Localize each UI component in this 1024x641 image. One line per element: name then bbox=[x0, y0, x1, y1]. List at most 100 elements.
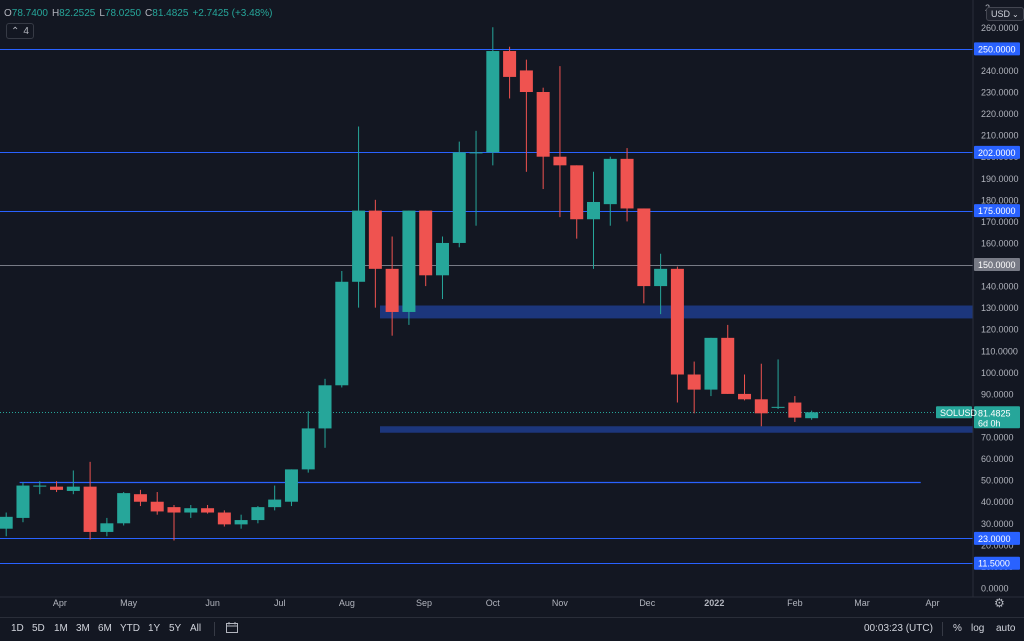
candle-body bbox=[368, 210, 382, 269]
candle-body bbox=[133, 494, 147, 502]
level-price-tag-label: 175.0000 bbox=[978, 206, 1016, 216]
candle-body bbox=[519, 70, 533, 93]
candle-body bbox=[419, 210, 433, 276]
high-value: 82.2525 bbox=[59, 7, 96, 19]
price-tick-label: 260.0000 bbox=[981, 23, 1019, 33]
candle-body bbox=[385, 268, 399, 312]
timeframe-1m[interactable]: 1M bbox=[54, 623, 68, 634]
utc-clock[interactable]: 00:03:23 (UTC) bbox=[864, 623, 933, 634]
candle-body bbox=[234, 520, 248, 525]
level-price-tag-label: 250.0000 bbox=[978, 44, 1016, 54]
price-tick-label: 90.0000 bbox=[981, 389, 1014, 399]
candle-body bbox=[100, 523, 114, 532]
high-key: H bbox=[51, 7, 60, 19]
timeframe-all[interactable]: All bbox=[190, 623, 202, 634]
currency-label: USD bbox=[991, 9, 1011, 19]
time-tick-label: Sep bbox=[416, 598, 432, 608]
candle-body bbox=[570, 165, 584, 220]
candle-body bbox=[771, 406, 785, 408]
level-price-tag bbox=[974, 145, 1020, 159]
candle-body bbox=[184, 508, 198, 513]
price-tick-label: 0.0000 bbox=[981, 584, 1009, 594]
percent-toggle[interactable]: % bbox=[953, 623, 962, 634]
price-tick-label: 60.0000 bbox=[981, 454, 1014, 464]
timeframe-5d[interactable]: 5D bbox=[32, 623, 45, 634]
chevron-up-icon: ⌃ bbox=[11, 25, 20, 37]
currency-button[interactable]: USD ⌄ bbox=[986, 7, 1024, 21]
time-tick-label: May bbox=[120, 598, 138, 608]
candle-body bbox=[301, 428, 315, 470]
price-tick-label: 30.0000 bbox=[981, 519, 1014, 529]
price-tick-label: 230.0000 bbox=[981, 88, 1019, 98]
auto-toggle[interactable]: auto bbox=[996, 623, 1016, 634]
time-tick-label: Apr bbox=[53, 598, 67, 608]
candle-body bbox=[603, 158, 617, 205]
level-price-tag bbox=[974, 531, 1020, 545]
candle-body bbox=[352, 210, 366, 282]
price-tick-label: 50.0000 bbox=[981, 476, 1014, 486]
timeframe-ytd[interactable]: YTD bbox=[120, 623, 140, 634]
candle-body bbox=[754, 399, 768, 414]
indicator-count: 4 bbox=[23, 25, 29, 37]
timeframe-5y[interactable]: 5Y bbox=[169, 623, 182, 634]
price-tick-label: 240.0000 bbox=[981, 66, 1019, 76]
price-tags-layer: 250.0000 202.0000 175.0000 150.0000 23.0000 1… bbox=[936, 42, 1020, 570]
candle-body bbox=[687, 374, 701, 390]
candle-body bbox=[33, 485, 47, 487]
candle-body bbox=[788, 402, 802, 418]
chevron-down-icon: ⌄ bbox=[1012, 9, 1019, 19]
price-tick-label: 210.0000 bbox=[981, 131, 1019, 141]
timeframe-1d[interactable]: 1D bbox=[11, 623, 24, 634]
low-value: 78.0250 bbox=[104, 7, 142, 19]
timeframe-1y[interactable]: 1Y bbox=[148, 623, 161, 634]
level-price-tag-label: 11.5000 bbox=[978, 559, 1010, 569]
candle-body bbox=[402, 210, 416, 312]
countdown-value: 6d 0h bbox=[978, 418, 1001, 428]
indicators-toggle[interactable]: ⌃ 4 bbox=[6, 23, 34, 39]
candle-body bbox=[435, 242, 449, 276]
level-price-tag bbox=[974, 258, 1020, 272]
candle-body bbox=[150, 501, 164, 512]
bottom-toolbar: 1D 5D 1M 3M 6M YTD 1Y 5Y All 00:03:23 (U… bbox=[0, 617, 1024, 641]
settings-gear-icon[interactable]: ⚙ bbox=[994, 596, 1005, 610]
candle-body bbox=[620, 158, 634, 209]
close-key: C bbox=[145, 7, 153, 19]
current-price-tag bbox=[974, 406, 1020, 429]
time-axis[interactable]: Apr May Jun Jul Aug Sep Oct Nov Dec 2022 Feb Mar Apr bbox=[53, 598, 940, 608]
candle-body bbox=[805, 412, 819, 419]
price-tick-label: 190.0000 bbox=[981, 174, 1019, 184]
price-tick-label: 110.0000 bbox=[981, 346, 1018, 356]
level-price-tag-label: 150.0000 bbox=[978, 260, 1016, 270]
candle-body bbox=[268, 499, 282, 508]
candle-body bbox=[335, 281, 349, 386]
price-chart[interactable]: 0.000010.000020.000030.000040.000050.000… bbox=[0, 0, 1024, 617]
time-tick-label: Nov bbox=[552, 598, 569, 608]
candle-body bbox=[704, 337, 718, 390]
candle-body bbox=[217, 512, 231, 525]
toolbar-divider bbox=[942, 622, 943, 636]
time-tick-label: Jun bbox=[205, 598, 220, 608]
level-price-tag bbox=[974, 204, 1020, 218]
level-price-tag bbox=[974, 42, 1020, 56]
time-tick-label: Mar bbox=[854, 598, 870, 608]
candle-body bbox=[536, 92, 550, 157]
time-tick-label: Oct bbox=[486, 598, 501, 608]
timeframe-3m[interactable]: 3M bbox=[76, 623, 90, 634]
log-toggle[interactable]: log bbox=[971, 623, 985, 634]
time-tick-label: Dec bbox=[639, 598, 656, 608]
price-tick-label: 160.0000 bbox=[981, 238, 1019, 248]
level-price-tag bbox=[974, 556, 1020, 570]
time-tick-label: Jul bbox=[274, 598, 286, 608]
candle-body bbox=[553, 156, 567, 166]
symbol-tag-label: SOLUSD bbox=[940, 408, 978, 418]
open-key: O bbox=[4, 7, 12, 19]
current-price-value: 81.4825 bbox=[978, 408, 1011, 418]
goto-date-icon[interactable] bbox=[226, 622, 238, 633]
price-tick-label: 130.0000 bbox=[981, 303, 1019, 313]
candle-body bbox=[16, 485, 30, 518]
candle-body bbox=[637, 208, 651, 287]
timeframe-6m[interactable]: 6M bbox=[98, 623, 112, 634]
price-tick-label: 140.0000 bbox=[981, 282, 1019, 292]
candle-body bbox=[503, 51, 517, 77]
ohlc-legend: O78.7400 H82.2525 L78.0250 C81.4825 +2.7… bbox=[4, 5, 273, 21]
